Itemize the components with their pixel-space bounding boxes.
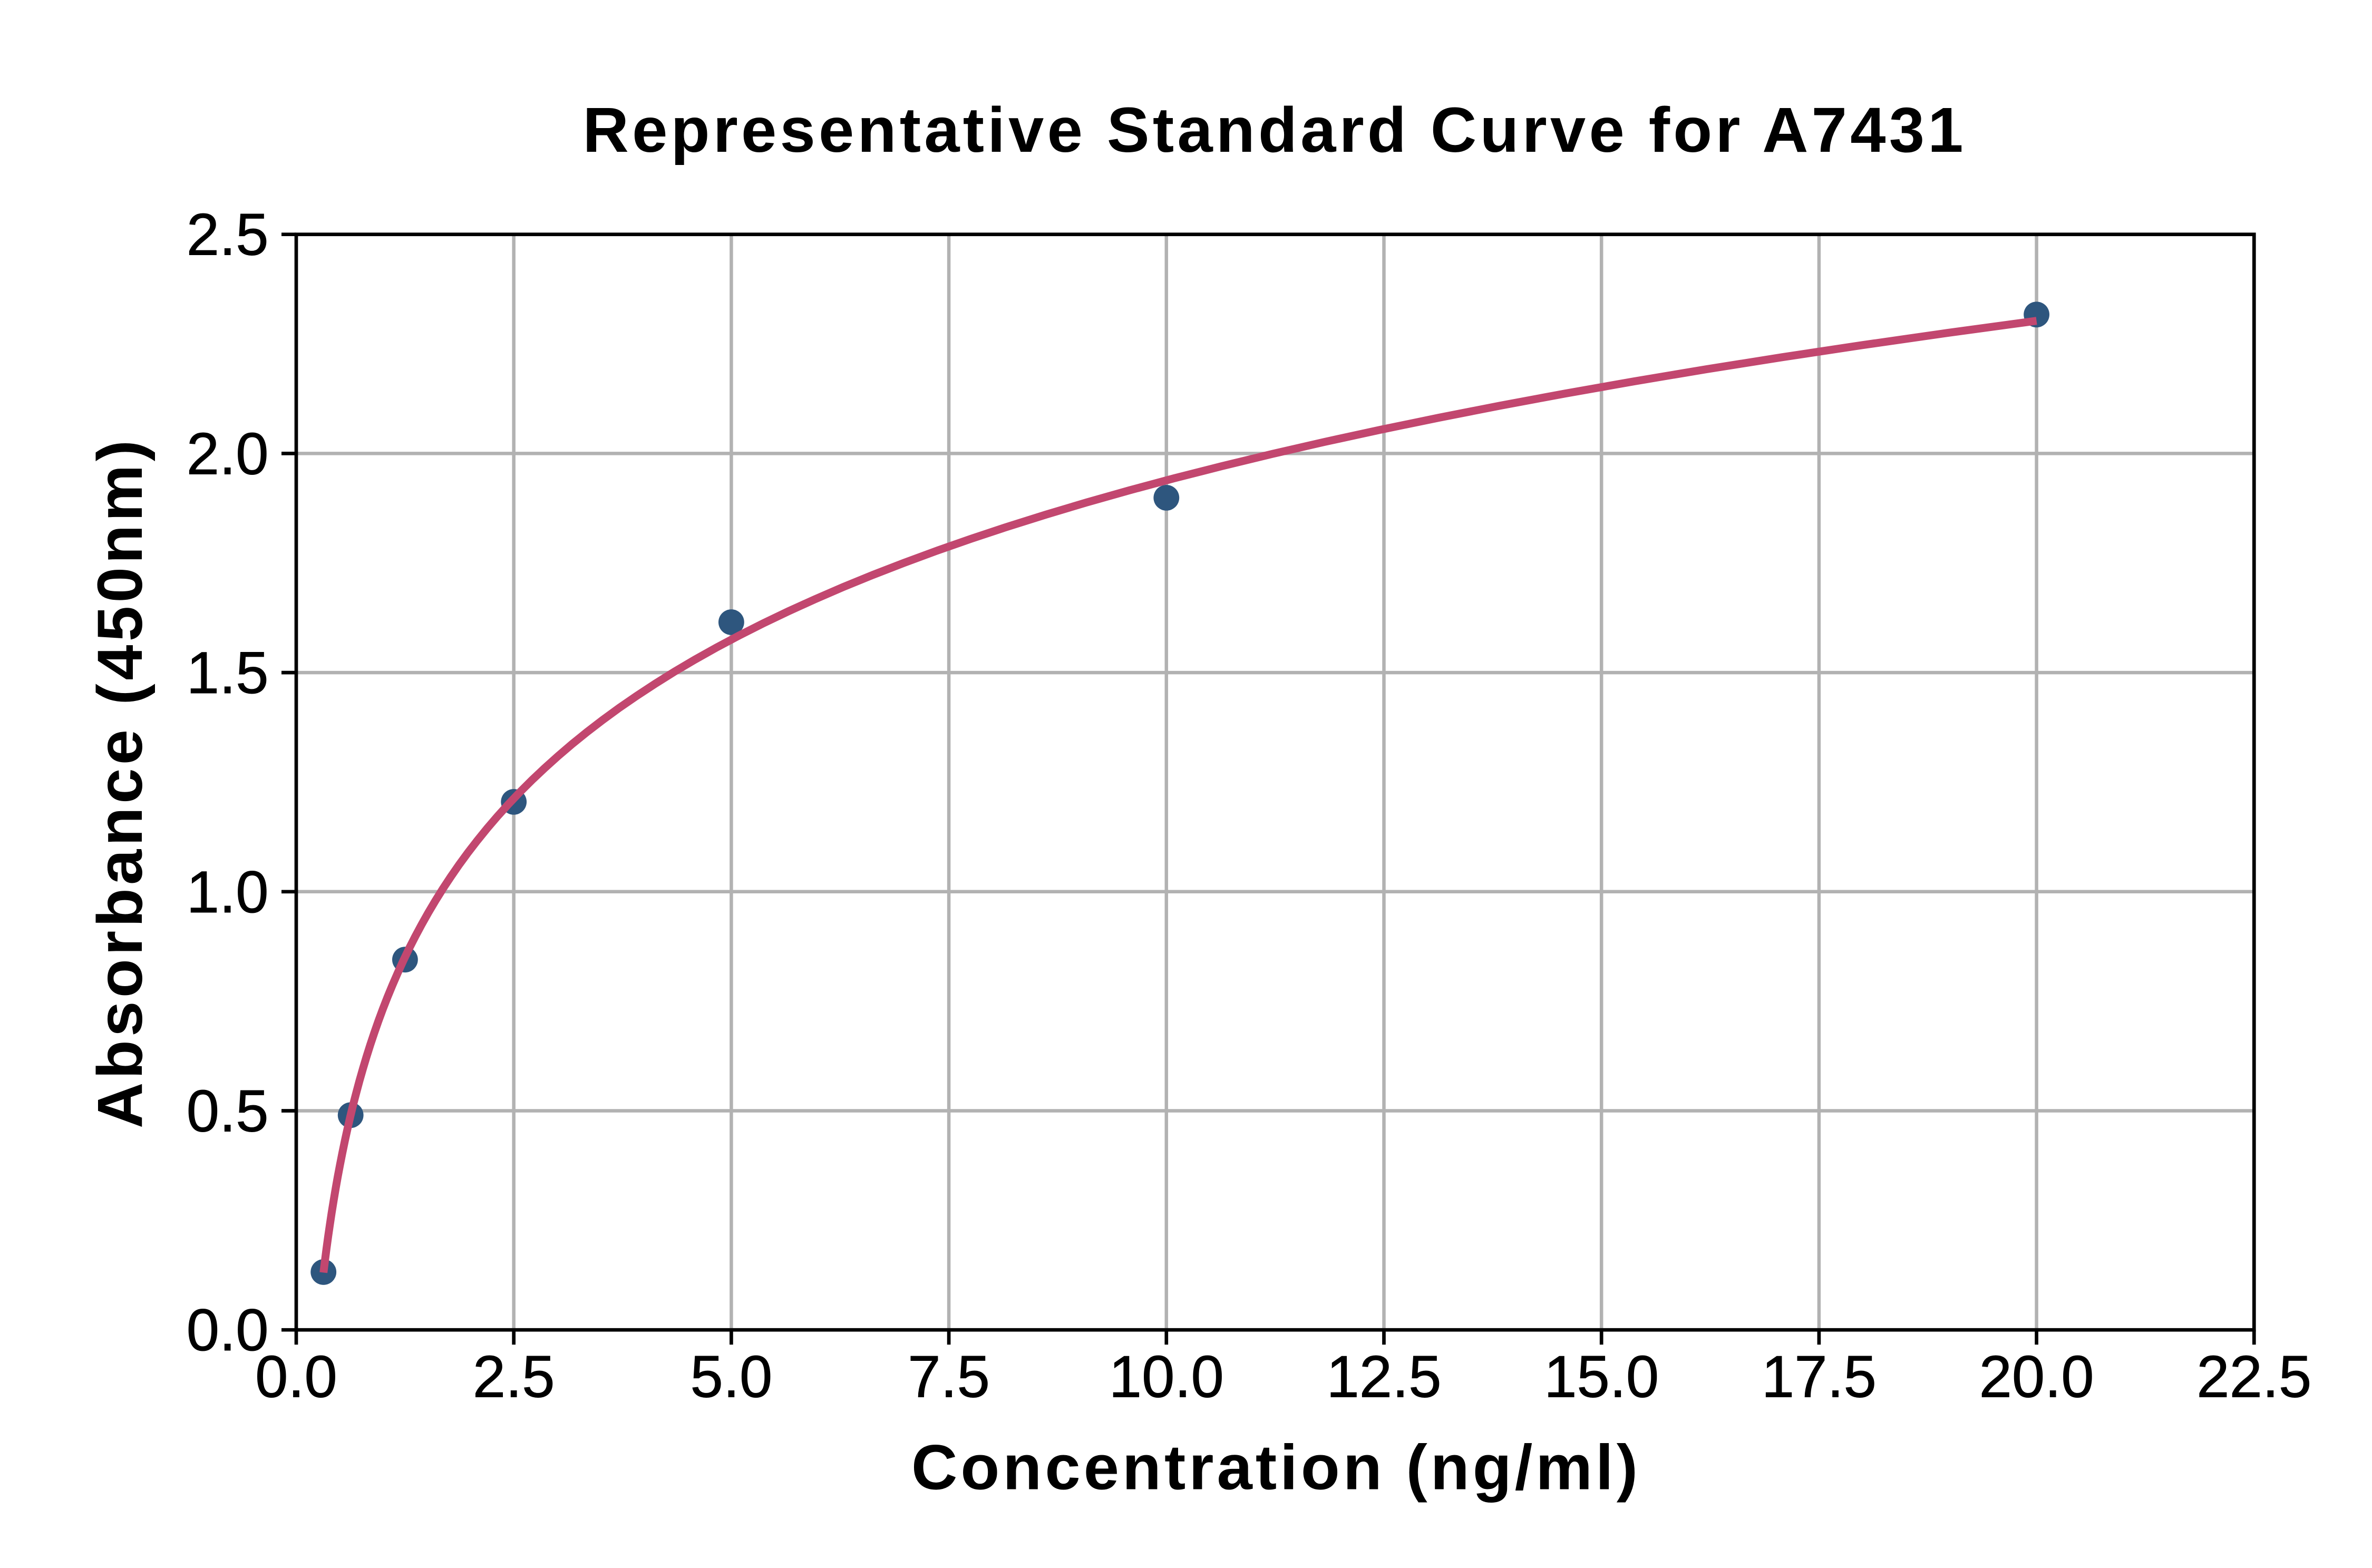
svg-text:0.0: 0.0 xyxy=(255,1344,337,1410)
svg-text:0.5: 0.5 xyxy=(187,1078,269,1144)
svg-text:17.5: 17.5 xyxy=(1762,1344,1877,1410)
svg-text:20.0: 20.0 xyxy=(1979,1344,2094,1410)
svg-text:2.5: 2.5 xyxy=(473,1344,555,1410)
svg-text:5.0: 5.0 xyxy=(691,1344,773,1410)
svg-text:22.5: 22.5 xyxy=(2196,1344,2311,1410)
svg-text:Concentration (ng/ml): Concentration (ng/ml) xyxy=(911,1431,1638,1503)
svg-text:0.0: 0.0 xyxy=(187,1297,269,1363)
svg-text:12.5: 12.5 xyxy=(1327,1344,1442,1410)
svg-text:1.5: 1.5 xyxy=(187,640,269,706)
svg-text:Representative Standard Curve: Representative Standard Curve for A7431 xyxy=(583,94,1963,165)
svg-text:2.5: 2.5 xyxy=(187,202,269,268)
svg-text:2.0: 2.0 xyxy=(187,421,269,486)
svg-text:7.5: 7.5 xyxy=(908,1344,990,1410)
svg-text:Absorbance (450nm): Absorbance (450nm) xyxy=(84,440,155,1128)
svg-text:1.0: 1.0 xyxy=(187,859,269,925)
svg-text:15.0: 15.0 xyxy=(1544,1344,1659,1410)
svg-text:10.0: 10.0 xyxy=(1109,1344,1224,1410)
